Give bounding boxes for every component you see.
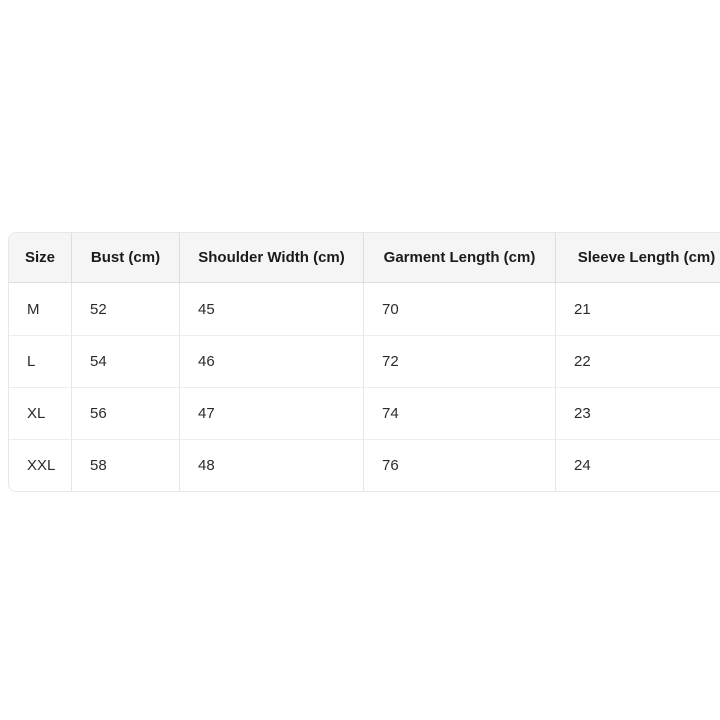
- column-header-sleeve-length: Sleeve Length (cm): [555, 233, 720, 283]
- bust-cell: 54: [71, 335, 179, 387]
- sleeve-length-cell: 24: [555, 439, 720, 491]
- bust-cell: 52: [71, 283, 179, 335]
- table-row: XL 56 47 74 23: [9, 387, 720, 439]
- column-header-shoulder-width: Shoulder Width (cm): [179, 233, 363, 283]
- sleeve-length-cell: 23: [555, 387, 720, 439]
- shoulder-width-cell: 47: [179, 387, 363, 439]
- column-header-size: Size: [9, 233, 71, 283]
- garment-length-cell: 74: [363, 387, 555, 439]
- sleeve-length-cell: 22: [555, 335, 720, 387]
- bust-cell: 58: [71, 439, 179, 491]
- shoulder-width-cell: 46: [179, 335, 363, 387]
- shoulder-width-cell: 45: [179, 283, 363, 335]
- garment-length-cell: 72: [363, 335, 555, 387]
- table-header-row: Size Bust (cm) Shoulder Width (cm) Garme…: [9, 233, 720, 283]
- size-chart-table: Size Bust (cm) Shoulder Width (cm) Garme…: [8, 232, 720, 492]
- table-row: M 52 45 70 21: [9, 283, 720, 335]
- bust-cell: 56: [71, 387, 179, 439]
- size-cell: XXL: [9, 439, 71, 491]
- column-header-bust: Bust (cm): [71, 233, 179, 283]
- size-cell: M: [9, 283, 71, 335]
- size-chart: Size Bust (cm) Shoulder Width (cm) Garme…: [9, 233, 720, 491]
- table-row: L 54 46 72 22: [9, 335, 720, 387]
- table-row: XXL 58 48 76 24: [9, 439, 720, 491]
- garment-length-cell: 76: [363, 439, 555, 491]
- column-header-garment-length: Garment Length (cm): [363, 233, 555, 283]
- size-cell: XL: [9, 387, 71, 439]
- garment-length-cell: 70: [363, 283, 555, 335]
- size-cell: L: [9, 335, 71, 387]
- shoulder-width-cell: 48: [179, 439, 363, 491]
- sleeve-length-cell: 21: [555, 283, 720, 335]
